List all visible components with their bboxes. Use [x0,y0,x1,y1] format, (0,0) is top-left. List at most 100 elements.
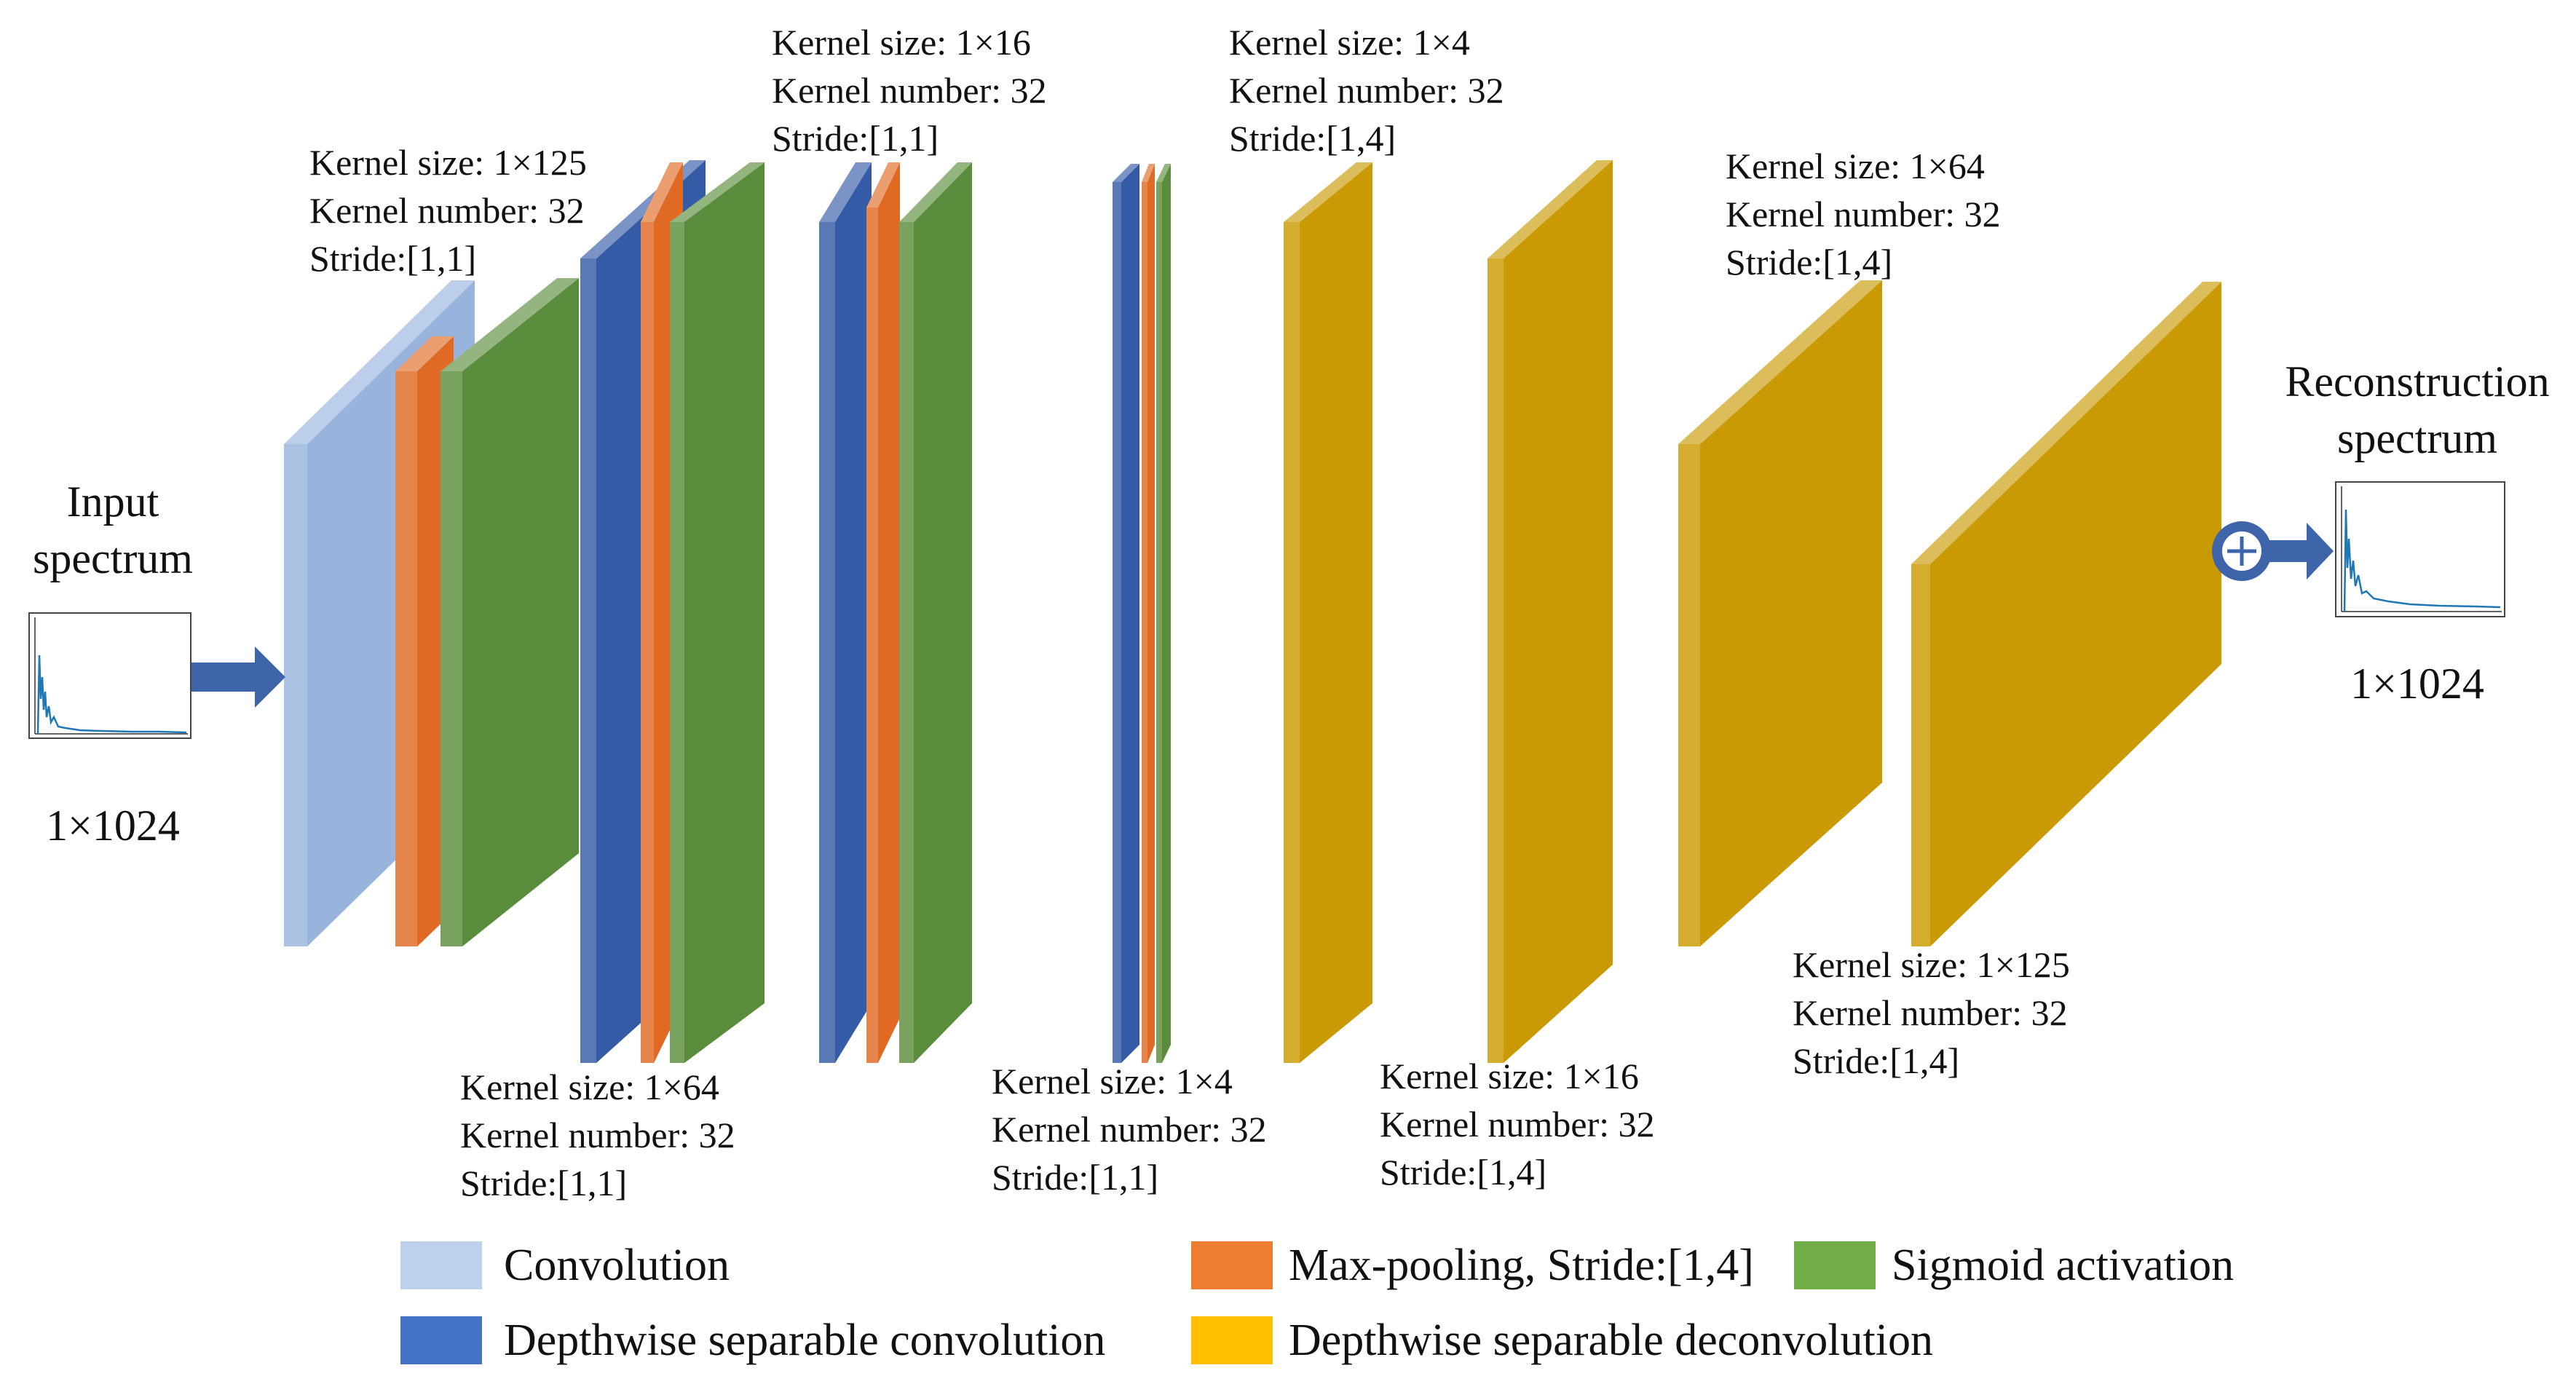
dec3-kernel-size: Kernel size: 1×64 [1726,146,1985,186]
enc4-sigmoid-top-face [1156,164,1171,182]
dec4-stride: Stride:[1,4] [1793,1040,1960,1081]
enc2-maxpool-top-face [641,162,683,222]
input-spectrum-plot [28,612,191,739]
enc1-maxpool-top-face [395,336,454,371]
dec3-dsdeconv-side-face [1700,280,1882,946]
enc1-maxpool-front-face [395,371,417,946]
dec2-dsdeconv-front-face [1487,258,1504,1063]
enc1-kernel-size: Kernel size: 1×125 [309,142,587,183]
enc4-sigmoid-front-face [1156,182,1162,1063]
dec1-stride: Stride:[1,4] [1229,118,1396,159]
enc3-kernel-size: Kernel size: 1×16 [772,22,1031,63]
enc2-sigmoid-block [670,162,764,1063]
enc3-stride: Stride:[1,1] [772,118,939,159]
input-arrow [191,646,285,708]
enc4-kernel-size: Kernel size: 1×4 [992,1061,1233,1102]
legend-swatch-sigmoid [1794,1241,1876,1289]
output-arrow [2267,523,2334,580]
legend-swatch-dsconv [400,1316,482,1364]
dec2-kernel-number: Kernel number: 32 [1380,1104,1655,1144]
enc2-maxpool-front-face [641,222,654,1063]
legend-label-maxpool: Max-pooling, Stride:[1,4] [1289,1241,1754,1290]
enc3-annotation: Kernel size: 1×16 Kernel number: 32 Stri… [772,18,1047,162]
enc1-convolution-top-face [284,280,475,444]
enc2-dsconv-front-face [580,258,596,1063]
enc1-annotation: Kernel size: 1×125 Kernel number: 32 Str… [309,138,587,282]
enc4-dsconv-front-face [1113,182,1121,1063]
dec4-kernel-number: Kernel number: 32 [1793,992,2068,1033]
enc4-maxpool-top-face [1142,164,1155,182]
legend-label-dsdeconv: Depthwise separable deconvolution [1289,1316,1933,1365]
dec4-dsdeconv-block [1911,282,2221,946]
legend-label-dsconv: Depthwise separable convolution [504,1316,1106,1365]
enc2-sigmoid-top-face [670,162,764,222]
dec2-dsdeconv-block [1487,160,1613,1063]
enc1-convolution-front-face [284,444,307,946]
enc2-sigmoid-side-face [684,162,764,1063]
dec4-dsdeconv-side-face [1930,282,2221,946]
enc3-maxpool-side-face [878,162,900,1063]
output-title-line1: Reconstruction [2285,357,2550,406]
enc3-dsconv-side-face [835,162,872,1063]
enc3-maxpool-block [866,162,900,1063]
dec2-dsdeconv-top-face [1487,160,1613,258]
dec3-stride: Stride:[1,4] [1726,242,1893,282]
enc3-sigmoid-block [899,162,972,1063]
enc3-sigmoid-front-face [899,222,914,1063]
enc4-stride: Stride:[1,1] [992,1157,1159,1198]
enc3-kernel-number: Kernel number: 32 [772,70,1047,111]
enc4-dsconv-block [1113,164,1139,1063]
legend-swatch-dsdeconv [1191,1316,1273,1364]
dec2-dsdeconv-side-face [1504,160,1613,1063]
enc2-kernel-size: Kernel size: 1×64 [460,1067,719,1107]
enc2-kernel-number: Kernel number: 32 [460,1115,735,1155]
dec1-kernel-size: Kernel size: 1×4 [1229,22,1470,63]
dec1-kernel-number: Kernel number: 32 [1229,70,1504,111]
enc1-sigmoid-front-face [440,371,462,946]
enc2-sigmoid-front-face [670,222,684,1063]
output-title-line2: spectrum [2337,414,2497,462]
enc4-kernel-number: Kernel number: 32 [992,1109,1267,1150]
enc4-maxpool-block [1142,164,1155,1063]
enc2-annotation: Kernel size: 1×64 Kernel number: 32 Stri… [460,1063,735,1207]
output-title: Reconstruction spectrum [2264,353,2570,467]
dec4-dsdeconv-front-face [1911,564,1930,946]
enc3-maxpool-top-face [866,162,900,207]
dec2-kernel-size: Kernel size: 1×16 [1380,1056,1639,1096]
enc1-sigmoid-top-face [440,278,579,371]
enc1-sigmoid-side-face [462,278,579,946]
enc4-sigmoid-side-face [1162,164,1171,1063]
enc4-annotation: Kernel size: 1×4 Kernel number: 32 Strid… [992,1057,1267,1201]
dec2-stride: Stride:[1,4] [1380,1152,1547,1193]
enc2-stride: Stride:[1,1] [460,1163,628,1203]
enc3-dsconv-top-face [819,162,872,222]
input-title-line2: spectrum [33,534,193,582]
dec2-annotation: Kernel size: 1×16 Kernel number: 32 Stri… [1380,1052,1655,1196]
dec4-annotation: Kernel size: 1×125 Kernel number: 32 Str… [1793,941,2070,1085]
output-size: 1×1024 [2350,660,2484,708]
enc4-maxpool-front-face [1142,182,1147,1063]
dec1-annotation: Kernel size: 1×4 Kernel number: 32 Strid… [1229,18,1504,162]
legend-label-convolution: Convolution [504,1241,730,1290]
legend-label-sigmoid: Sigmoid activation [1892,1241,2235,1290]
enc1-stride: Stride:[1,1] [309,238,477,279]
enc4-dsconv-side-face [1121,164,1139,1063]
dec3-kernel-number: Kernel number: 32 [1726,194,2001,234]
dec1-dsdeconv-side-face [1300,162,1372,1063]
input-size: 1×1024 [46,802,180,850]
enc3-dsconv-front-face [819,222,835,1063]
enc4-sigmoid-block [1156,164,1171,1063]
enc4-maxpool-side-face [1147,164,1155,1063]
output-spectrum-plot [2335,481,2505,617]
input-title-line1: Input [66,478,159,526]
enc3-dsconv-block [819,162,872,1063]
dec3-dsdeconv-front-face [1678,444,1700,946]
enc1-sigmoid-block [440,278,579,946]
dec3-dsdeconv-top-face [1678,280,1882,444]
dec1-dsdeconv-front-face [1284,222,1300,1063]
input-title: Input spectrum [22,473,204,587]
legend-swatch-maxpool [1191,1241,1273,1289]
enc3-maxpool-front-face [866,207,878,1063]
dec4-kernel-size: Kernel size: 1×125 [1793,944,2070,985]
